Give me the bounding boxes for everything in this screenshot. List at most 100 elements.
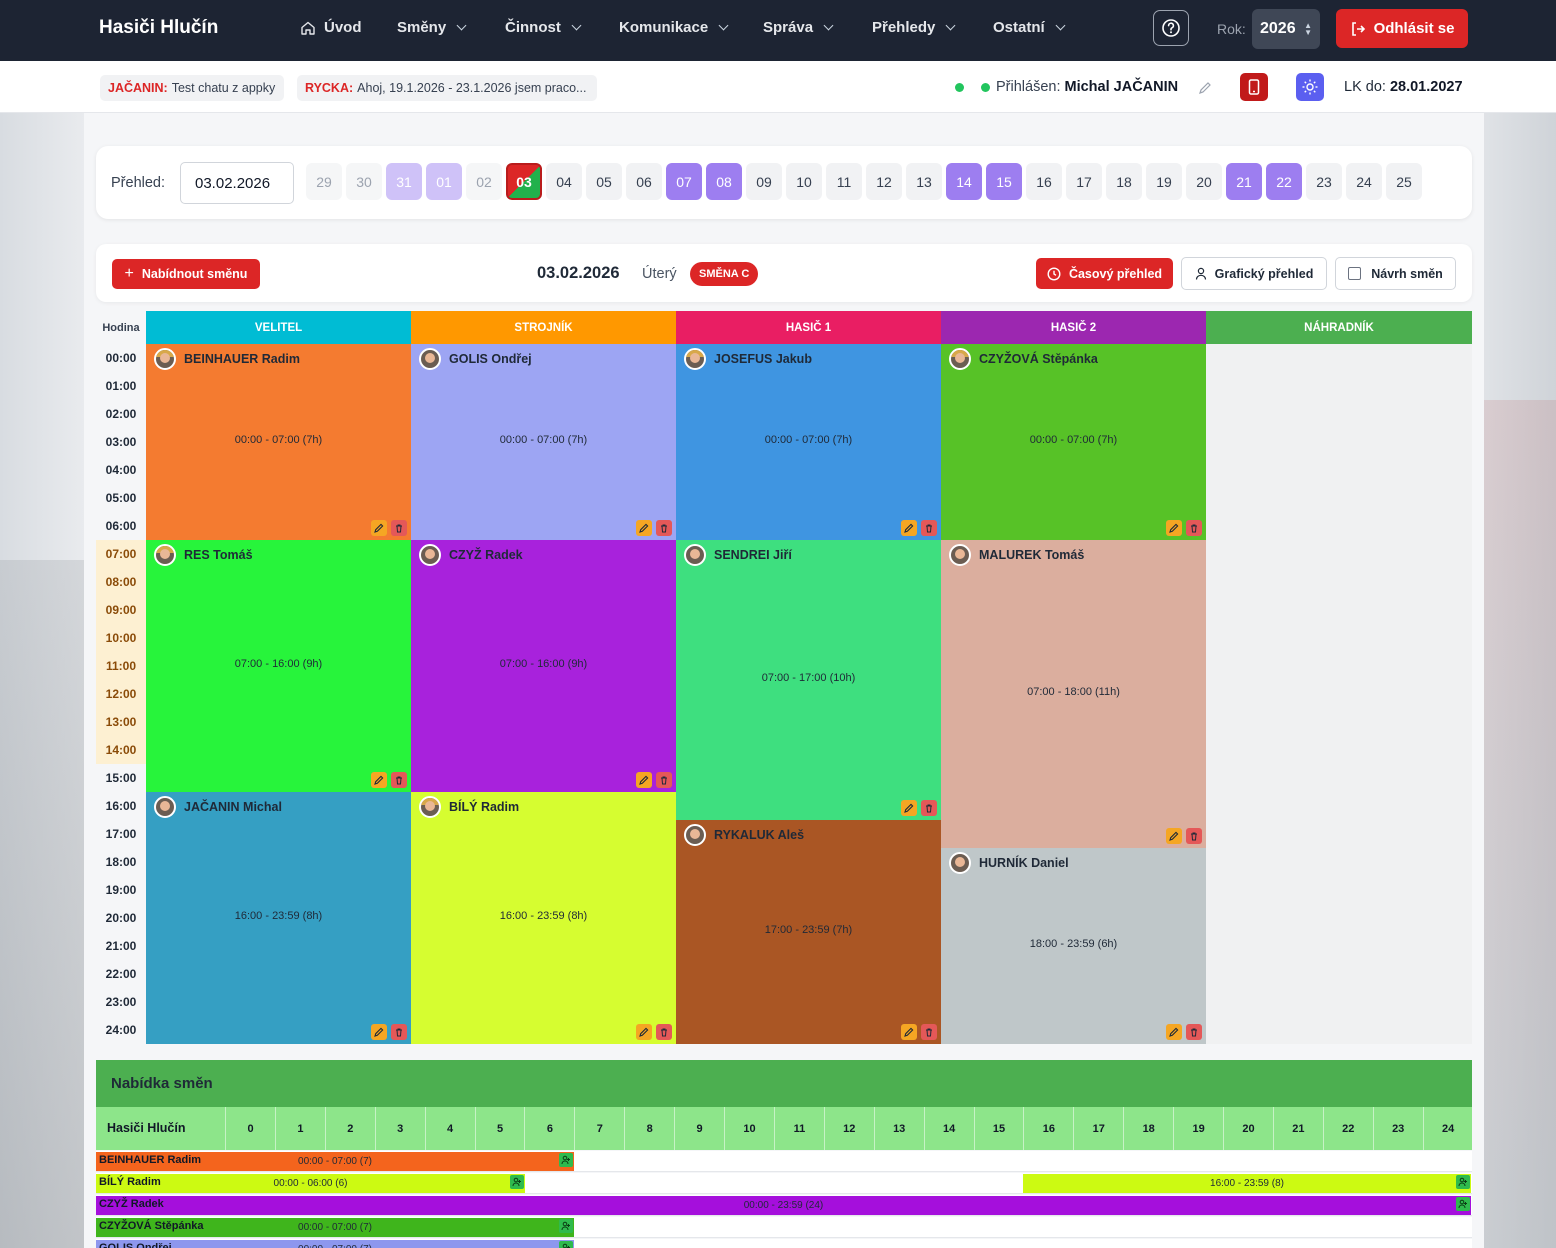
offer-shift-button[interactable]: + Nabídnout směnu <box>112 259 260 289</box>
checkbox-icon[interactable] <box>1348 267 1362 280</box>
date-picker-input[interactable]: 03.02.2026 <box>180 162 294 204</box>
shift-block[interactable]: BÍLÝ Radim 16:00 - 23:59 (8h) <box>411 792 676 1044</box>
delete-shift-button[interactable] <box>656 772 672 788</box>
day-button[interactable]: 06 <box>626 163 662 200</box>
day-button[interactable]: 05 <box>586 163 622 200</box>
shift-block[interactable]: RYKALUK Aleš 17:00 - 23:59 (7h) <box>676 820 941 1044</box>
day-button[interactable]: 02 <box>466 163 502 200</box>
take-shift-icon[interactable] <box>559 1219 573 1233</box>
day-button[interactable]: 21 <box>1226 163 1262 200</box>
day-button[interactable]: 09 <box>746 163 782 200</box>
day-button[interactable]: 20 <box>1186 163 1222 200</box>
day-button[interactable]: 12 <box>866 163 902 200</box>
offer-bar[interactable]: 00:00 - 07:00 (7) <box>96 1152 574 1171</box>
take-shift-icon[interactable] <box>559 1153 573 1167</box>
nav-item-2[interactable]: Činnost <box>505 19 582 36</box>
day-button[interactable]: 03 <box>506 163 542 200</box>
shift-block[interactable]: CZYŽOVÁ Stěpánka 00:00 - 07:00 (7h) <box>941 344 1206 540</box>
delete-shift-button[interactable] <box>921 1024 937 1040</box>
day-button[interactable]: 30 <box>346 163 382 200</box>
day-button[interactable]: 29 <box>306 163 342 200</box>
day-button[interactable]: 17 <box>1066 163 1102 200</box>
theme-toggle-button[interactable] <box>1296 73 1324 101</box>
edit-shift-button[interactable] <box>636 772 652 788</box>
offer-bar[interactable]: 00:00 - 06:00 (6) <box>96 1174 525 1193</box>
nav-item-5[interactable]: Přehledy <box>872 19 956 36</box>
day-button[interactable]: 13 <box>906 163 942 200</box>
reserve-column[interactable] <box>1206 344 1472 1044</box>
day-button[interactable]: 04 <box>546 163 582 200</box>
logout-button[interactable]: Odhlásit se <box>1336 9 1468 48</box>
day-button[interactable]: 16 <box>1026 163 1062 200</box>
mobile-view-button[interactable] <box>1240 73 1268 101</box>
take-shift-icon[interactable] <box>559 1241 573 1248</box>
edit-shift-button[interactable] <box>371 520 387 536</box>
app-brand[interactable]: Hasiči Hlučín <box>99 17 219 38</box>
edit-shift-button[interactable] <box>901 520 917 536</box>
delete-shift-button[interactable] <box>1186 520 1202 536</box>
shift-block[interactable]: GOLIS Ondřej 00:00 - 07:00 (7h) <box>411 344 676 540</box>
year-select[interactable]: 2026 ▲ ▼ <box>1252 9 1320 49</box>
edit-shift-button[interactable] <box>901 800 917 816</box>
delete-shift-button[interactable] <box>1186 1024 1202 1040</box>
edit-profile-icon[interactable] <box>1198 81 1212 95</box>
take-shift-icon[interactable] <box>510 1175 524 1189</box>
delete-shift-button[interactable] <box>656 520 672 536</box>
graphic-overview-button[interactable]: Grafický přehled <box>1181 257 1327 290</box>
delete-shift-button[interactable] <box>391 772 407 788</box>
nav-item-6[interactable]: Ostatní <box>993 19 1066 36</box>
offer-bar[interactable]: 00:00 - 07:00 (7) <box>96 1218 574 1237</box>
day-button[interactable]: 23 <box>1306 163 1342 200</box>
edit-shift-button[interactable] <box>636 1024 652 1040</box>
edit-shift-button[interactable] <box>901 1024 917 1040</box>
help-button[interactable] <box>1153 10 1189 46</box>
shift-block[interactable]: CZYŽ Radek 07:00 - 16:00 (9h) <box>411 540 676 792</box>
shift-block[interactable]: HURNÍK Daniel 18:00 - 23:59 (6h) <box>941 848 1206 1044</box>
shift-plan-toggle[interactable]: Návrh směn <box>1335 257 1456 290</box>
nav-item-0[interactable]: Úvod <box>300 19 362 36</box>
shift-block[interactable]: JAČANIN Michal 16:00 - 23:59 (8h) <box>146 792 411 1044</box>
shift-block[interactable]: RES Tomáš 07:00 - 16:00 (9h) <box>146 540 411 792</box>
offer-bar[interactable]: 16:00 - 23:59 (8) <box>1023 1174 1471 1193</box>
time-overview-button[interactable]: Časový přehled <box>1036 258 1173 289</box>
day-button[interactable]: 11 <box>826 163 862 200</box>
offer-bar[interactable]: 00:00 - 23:59 (24) <box>96 1196 1471 1215</box>
nav-item-3[interactable]: Komunikace <box>619 19 729 36</box>
day-button[interactable]: 07 <box>666 163 702 200</box>
nav-item-4[interactable]: Správa <box>763 19 834 36</box>
take-shift-icon[interactable] <box>1456 1197 1470 1211</box>
delete-shift-button[interactable] <box>921 800 937 816</box>
chat-chip[interactable]: JAČANIN: Test chatu z appky <box>100 75 284 101</box>
delete-shift-button[interactable] <box>1186 828 1202 844</box>
day-button[interactable]: 25 <box>1386 163 1422 200</box>
day-button[interactable]: 14 <box>946 163 982 200</box>
day-button[interactable]: 15 <box>986 163 1022 200</box>
edit-shift-button[interactable] <box>1166 520 1182 536</box>
delete-shift-button[interactable] <box>391 520 407 536</box>
shift-block[interactable]: SENDREI Jiří 07:00 - 17:00 (10h) <box>676 540 941 820</box>
shift-block[interactable]: MALUREK Tomáš 07:00 - 18:00 (11h) <box>941 540 1206 848</box>
delete-shift-button[interactable] <box>391 1024 407 1040</box>
edit-shift-button[interactable] <box>636 520 652 536</box>
day-button[interactable]: 18 <box>1106 163 1142 200</box>
delete-shift-button[interactable] <box>921 520 937 536</box>
day-button[interactable]: 22 <box>1266 163 1302 200</box>
shift-block[interactable]: BEINHAUER Radim 00:00 - 07:00 (7h) <box>146 344 411 540</box>
day-button[interactable]: 08 <box>706 163 742 200</box>
chat-chip[interactable]: RYCKA: Ahoj, 19.1.2026 - 23.1.2026 jsem … <box>297 75 597 101</box>
edit-shift-button[interactable] <box>1166 828 1182 844</box>
day-button[interactable]: 01 <box>426 163 462 200</box>
offer-bar[interactable]: 00:00 - 07:00 (7) <box>96 1240 574 1248</box>
shift-block[interactable]: JOSEFUS Jakub 00:00 - 07:00 (7h) <box>676 344 941 540</box>
day-button[interactable]: 24 <box>1346 163 1382 200</box>
day-button[interactable]: 10 <box>786 163 822 200</box>
delete-shift-button[interactable] <box>656 1024 672 1040</box>
edit-shift-button[interactable] <box>1166 1024 1182 1040</box>
nav-item-1[interactable]: Směny <box>397 19 467 36</box>
edit-shift-button[interactable] <box>371 1024 387 1040</box>
edit-shift-button[interactable] <box>371 772 387 788</box>
day-button[interactable]: 31 <box>386 163 422 200</box>
day-button[interactable]: 19 <box>1146 163 1182 200</box>
take-shift-icon[interactable] <box>1456 1175 1470 1189</box>
nav-label: Ostatní <box>993 19 1045 36</box>
